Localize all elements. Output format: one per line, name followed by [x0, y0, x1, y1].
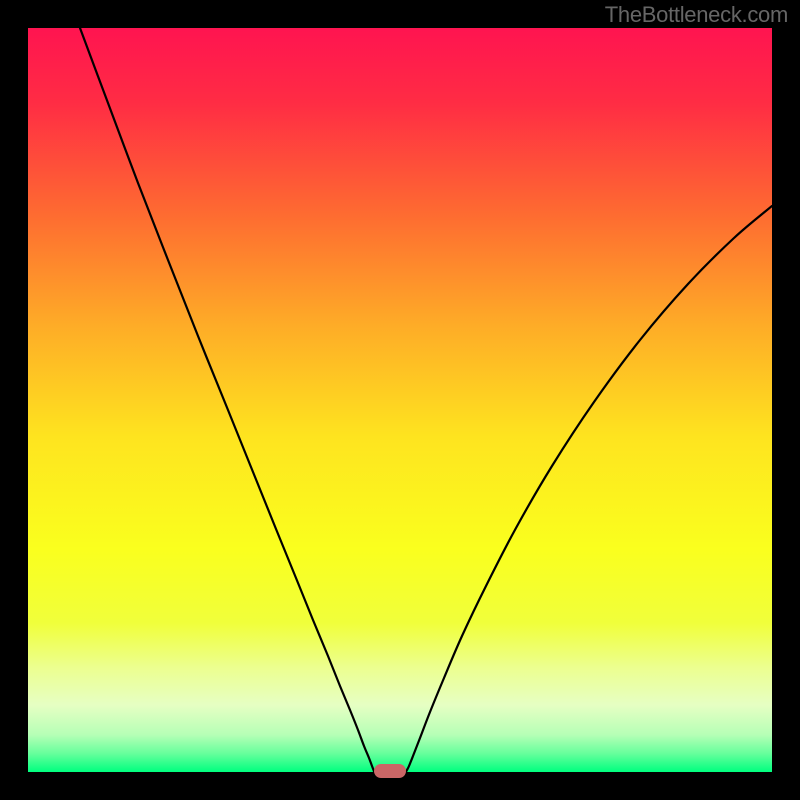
curve-left-branch — [80, 28, 374, 772]
chart-frame: TheBottleneck.com — [0, 0, 800, 800]
plot-area — [28, 28, 772, 772]
bottleneck-marker — [374, 764, 406, 778]
watermark-text: TheBottleneck.com — [605, 2, 788, 28]
curve-right-branch — [406, 206, 772, 772]
curves-layer — [28, 28, 772, 772]
